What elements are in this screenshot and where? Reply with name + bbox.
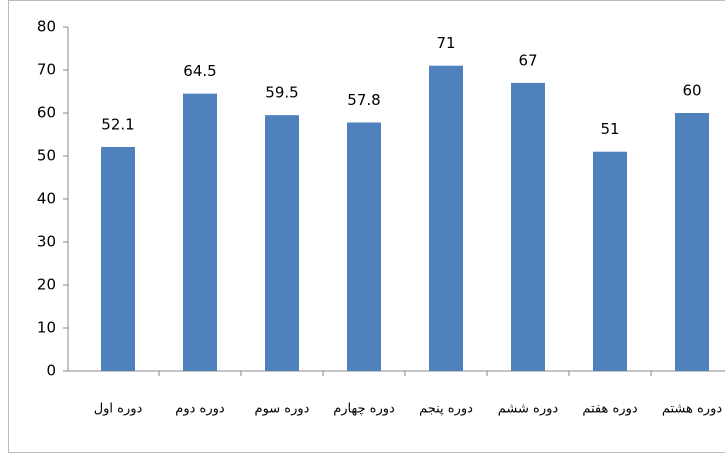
- x-tick-label: دوره هفتم: [582, 402, 638, 417]
- bar: [183, 93, 217, 372]
- y-tick-label: 0: [46, 362, 56, 380]
- bar: [429, 65, 463, 371]
- y-tick-label: 20: [37, 276, 56, 294]
- x-tick-label: دوره دوم: [175, 402, 225, 417]
- bar: [347, 122, 381, 372]
- y-tick-label: 70: [37, 61, 56, 79]
- y-tick-label: 80: [37, 18, 56, 36]
- x-tick-label: دوره هشتم: [662, 402, 723, 417]
- chart-frame: [8, 0, 725, 453]
- x-tick-label: دوره ششم: [498, 402, 559, 417]
- data-label: 67: [518, 51, 537, 69]
- y-tick-label: 40: [37, 190, 56, 208]
- data-label: 52.1: [101, 115, 134, 133]
- y-tick-label: 30: [37, 233, 56, 251]
- x-tick-label: دوره پنجم: [419, 402, 473, 417]
- data-label: 57.8: [347, 91, 380, 109]
- y-tick-label: 10: [37, 319, 56, 337]
- bar: [101, 146, 135, 371]
- data-label: 64.5: [183, 62, 216, 80]
- x-tick-label: دوره اول: [94, 402, 143, 417]
- x-tick-label: دوره چهارم: [333, 402, 395, 417]
- data-label: 51: [600, 120, 619, 138]
- y-tick-label: 50: [37, 147, 56, 165]
- data-label: 71: [436, 34, 455, 52]
- bar: [593, 151, 627, 371]
- x-tick-label: دوره سوم: [255, 402, 310, 417]
- data-label: 59.5: [265, 84, 298, 102]
- y-tick-label: 60: [37, 104, 56, 122]
- bar: [675, 113, 709, 371]
- bar: [511, 82, 545, 372]
- bar: [265, 115, 299, 372]
- data-label: 60: [682, 82, 701, 100]
